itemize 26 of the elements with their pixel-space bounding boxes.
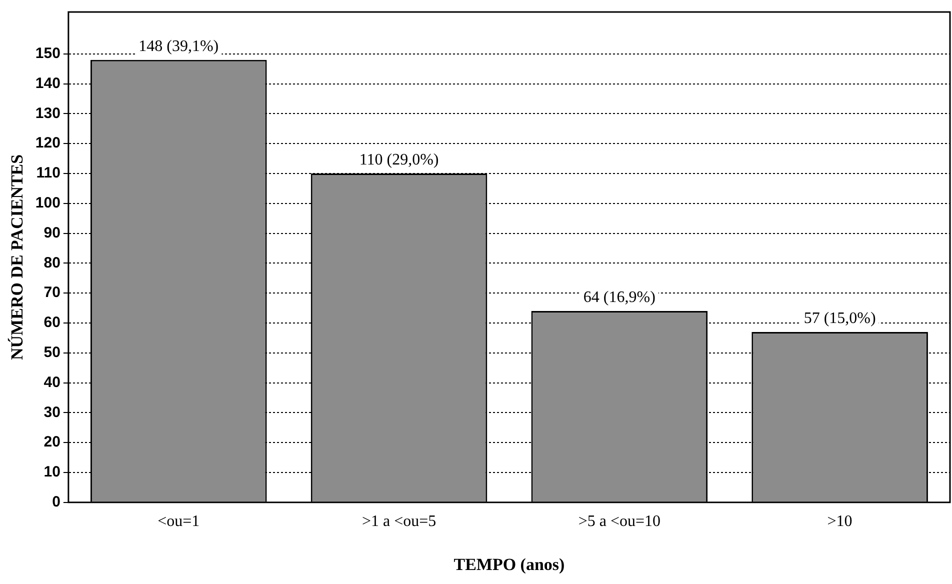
y-tick-label: 130	[35, 104, 60, 122]
y-tick-label: 110	[36, 164, 60, 182]
y-tick-label: 140	[35, 74, 60, 92]
data-label: 110 (29,0%)	[359, 152, 439, 169]
data-label: 148 (39,1%)	[138, 38, 219, 56]
x-axis-title: TEMPO (anos)	[454, 555, 565, 574]
y-tick-label: 100	[35, 194, 60, 212]
y-tick-label: 70	[44, 284, 60, 302]
y-tick-label: 0	[52, 494, 60, 511]
x-tick-label: >1 a <ou=5	[362, 513, 436, 530]
x-tick-label: <ou=1	[158, 513, 200, 530]
y-tick-label: 90	[44, 224, 60, 242]
y-tick-label: 30	[44, 404, 60, 421]
x-tick-label: >10	[827, 513, 852, 530]
data-label: 64 (16,9%)	[583, 289, 656, 306]
y-tick-label: 40	[44, 374, 60, 391]
y-tick-label: 120	[35, 134, 60, 152]
y-axis-title: NÚMERO DE PACIENTES	[8, 154, 27, 360]
y-tick-label: 150	[35, 45, 60, 62]
y-tick-label: 50	[44, 344, 60, 362]
y-tick-label: 20	[44, 434, 60, 451]
y-tick-label: 60	[44, 314, 60, 332]
y-tick-label: 80	[44, 254, 60, 272]
y-tick-label: 10	[44, 464, 60, 481]
x-tick-label: >5 a <ou=10	[578, 513, 660, 530]
data-label: 57 (15,0%)	[804, 310, 876, 328]
